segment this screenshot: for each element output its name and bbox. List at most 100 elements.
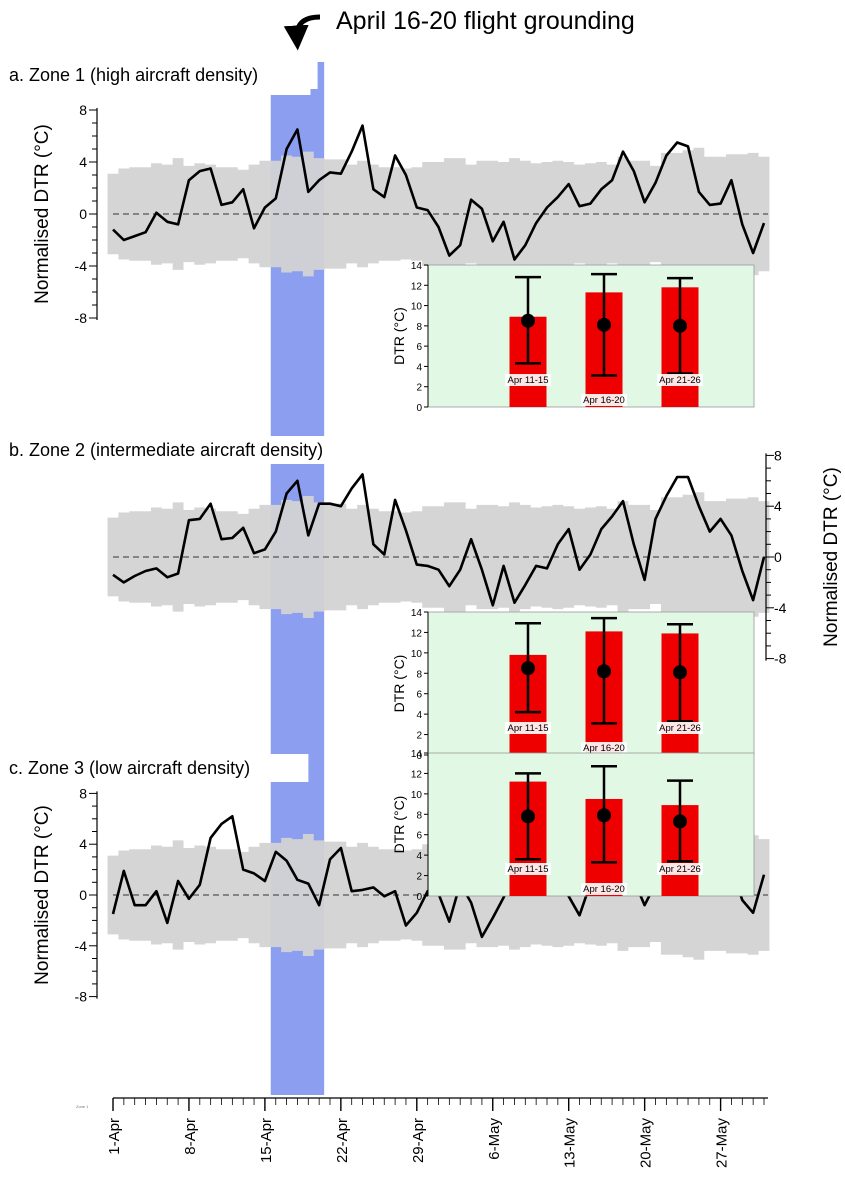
y-tick-label: -8 [75,310,88,326]
x-tick-label: 13-May [562,1118,579,1169]
inset-y-tick-label: 10 [411,302,423,313]
inset-y-tick-label: 0 [416,892,422,903]
title-backing [0,754,309,782]
inset-y-tick-label: 4 [416,362,422,373]
inset-y-label: DTR (°C) [391,307,407,365]
inset-mean-point [673,665,687,680]
inset-y-tick-label: 14 [411,261,423,272]
inset-label-backing [657,722,703,734]
panel-title: a. Zone 1 (high aircraft density) [9,65,258,85]
inset-mean-point [673,814,687,829]
inset-y-tick-label: 2 [416,731,422,742]
inset-mean-point [597,808,611,823]
grounding-annotation: April 16-20 flight grounding [336,7,635,35]
dtr-inset-chart: 0 2 4 6 8 10 12 14 DTR (°C) Apr 11-15 Apr 16-20 Apr… [391,261,755,414]
inset-y-tick-label: 12 [411,281,423,292]
inset-y-tick-label: 14 [411,749,423,760]
x-tick-label: 1-Apr [106,1118,123,1155]
inset-y-tick-label: 4 [416,851,422,862]
y-tick-label: 8 [79,102,87,118]
inset-label-backing [581,394,627,406]
inset-category-label: Apr 21-26 [659,723,701,734]
x-tick-label: 20-May [638,1118,655,1169]
y-axis-label: Normalised DTR (°C) [32,124,53,304]
y-tick-label: -8 [75,989,88,1005]
inset-y-tick-label: 6 [416,690,422,701]
inset-y-tick-label: 8 [416,810,422,821]
inset-label-backing [505,722,551,734]
inset-y-tick-label: 12 [411,769,423,780]
y-axis: -8 -4 0 4 8 Normalised DTR (°C) [32,102,98,326]
y-tick-label: 0 [79,206,87,222]
inset-label-backing [505,863,551,875]
y-tick-label: -8 [774,651,787,667]
x-tick-label: 29-Apr [410,1118,427,1163]
inset-mean-point [597,664,611,679]
x-tick-label: 6-May [486,1118,503,1160]
y-tick-label: -4 [75,938,88,954]
time-axis: 1-Apr 8-Apr 15-Apr 22-Apr 29-Apr 6-May 13-May 2… [106,1097,768,1169]
inset-mean-point [521,313,535,328]
y-tick-label: 0 [79,887,87,903]
y-tick-label: 8 [79,785,87,801]
inset-category-label: Apr 16-20 [583,743,625,754]
inset-y-tick-label: 2 [416,872,422,883]
inset-label-backing [657,374,703,386]
inset-y-tick-label: 6 [416,831,422,842]
inset-category-label: Apr 11-15 [507,723,548,734]
x-tick-label: 27-May [714,1118,731,1169]
inset-y-tick-label: 8 [416,669,422,680]
inset-category-label: Apr 11-15 [507,864,548,875]
inset-label-backing [581,742,627,754]
inset-mean-point [673,318,687,333]
inset-y-tick-label: 0 [416,403,422,414]
inset-y-label: DTR (°C) [391,655,407,713]
panel-c: -8 -4 0 4 8 Normalised DTR (°C) c. Zone 3 (low… [0,749,770,1005]
x-tick-label: 22-Apr [334,1118,351,1163]
inset-y-tick-label: 6 [416,342,422,353]
inset-mean-point [597,317,611,332]
y-tick-label: 0 [774,549,782,565]
title-backing [0,436,392,464]
title-backing [0,61,318,89]
y-tick-label: -4 [774,600,787,616]
inset-y-tick-label: 10 [411,649,423,660]
y-tick-label: 4 [774,498,782,514]
dtr-series-line [112,473,766,607]
panel-title: b. Zone 2 (intermediate aircraft density… [9,440,323,460]
y-axis: -8 -4 0 4 8 Normalised DTR (°C) [765,447,842,667]
inset-y-tick-label: 4 [416,710,422,721]
inset-y-tick-label: 2 [416,383,422,394]
zone-caption-tiny: Zone 1 [76,1104,89,1109]
y-axis-label: Normalised DTR (°C) [821,467,842,647]
panels: -8 -4 0 4 8 Normalised DTR (°C) a. Zone 1 (hig… [0,61,842,1005]
inset-category-label: Apr 21-26 [659,375,701,386]
inset-category-label: Apr 16-20 [583,884,625,895]
inset-label-backing [581,883,627,895]
inset-y-label: DTR (°C) [391,796,407,854]
panel-b: -8 -4 0 4 8 Normalised DTR (°C) b. Zone 2 (int… [0,436,842,762]
x-tick-label: 8-Apr [182,1118,199,1155]
y-axis-label: Normalised DTR (°C) [32,805,53,985]
inset-label-backing [657,863,703,875]
dtr-inset-chart: 0 2 4 6 8 10 12 14 DTR (°C) Apr 11-15 Apr 16-20 Apr… [391,749,755,903]
inset-category-label: Apr 16-20 [583,395,625,406]
x-tick-label: 15-Apr [258,1118,275,1163]
inset-y-tick-label: 10 [411,790,423,801]
inset-y-tick-label: 8 [416,322,422,333]
inset-label-backing [505,374,551,386]
grounding-arrow-icon [283,14,321,51]
dtr-inset-chart: 0 2 4 6 8 10 12 14 DTR (°C) Apr 11-15 Apr 16-20 Apr… [391,608,755,762]
inset-category-label: Apr 11-15 [507,375,548,386]
dtr-series-line [112,124,766,261]
y-tick-label: -4 [75,258,88,274]
panel-a: -8 -4 0 4 8 Normalised DTR (°C) a. Zone 1 (hig… [0,61,770,414]
inset-mean-point [521,661,535,676]
inset-y-tick-label: 14 [411,608,423,619]
y-tick-label: 4 [79,836,87,852]
panel-title: c. Zone 3 (low aircraft density) [9,758,250,778]
y-tick-label: 8 [774,447,782,463]
inset-mean-point [521,809,535,824]
y-axis: -8 -4 0 4 8 Normalised DTR (°C) [32,785,98,1005]
